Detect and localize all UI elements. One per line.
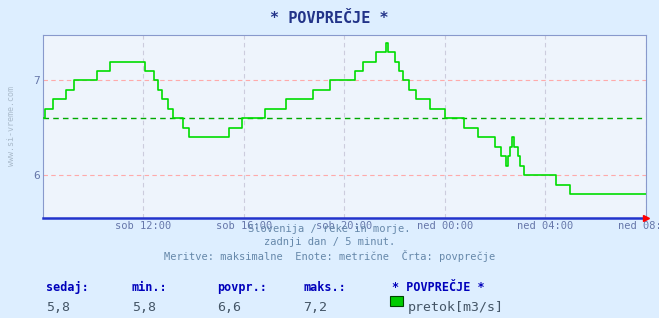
Text: zadnji dan / 5 minut.: zadnji dan / 5 minut. bbox=[264, 237, 395, 247]
Text: min.:: min.: bbox=[132, 281, 167, 294]
Text: 5,8: 5,8 bbox=[132, 301, 156, 314]
Text: * POVPREČJE *: * POVPREČJE * bbox=[270, 11, 389, 26]
Text: 6,6: 6,6 bbox=[217, 301, 241, 314]
Text: povpr.:: povpr.: bbox=[217, 281, 268, 294]
Text: sedaj:: sedaj: bbox=[46, 281, 89, 294]
Text: Slovenija / reke in morje.: Slovenija / reke in morje. bbox=[248, 224, 411, 234]
Text: pretok[m3/s]: pretok[m3/s] bbox=[407, 301, 503, 314]
Text: www.si-vreme.com: www.si-vreme.com bbox=[7, 86, 16, 166]
Text: Meritve: maksimalne  Enote: metrične  Črta: povprečje: Meritve: maksimalne Enote: metrične Črta… bbox=[164, 250, 495, 262]
Text: 7,2: 7,2 bbox=[303, 301, 327, 314]
Text: * POVPREČJE *: * POVPREČJE * bbox=[392, 281, 485, 294]
Text: 5,8: 5,8 bbox=[46, 301, 70, 314]
Text: maks.:: maks.: bbox=[303, 281, 346, 294]
